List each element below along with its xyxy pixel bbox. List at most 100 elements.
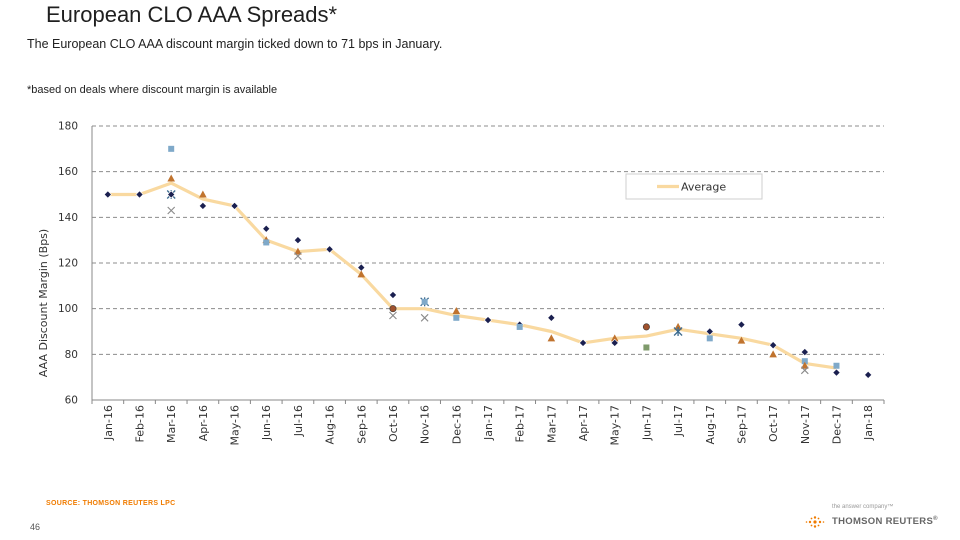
diamond-marker	[483, 316, 493, 325]
data-point-diamond	[832, 368, 841, 377]
x-tick-label: May-17	[609, 405, 622, 446]
data-point-triangle	[199, 190, 207, 198]
diamond-marker	[230, 201, 239, 210]
x-tick-label: Feb-16	[134, 405, 147, 442]
diamond-marker	[262, 224, 271, 233]
data-point-x	[389, 311, 397, 320]
logo-mark-icon	[805, 516, 825, 528]
triangle-marker	[167, 174, 175, 182]
average-line-layer	[107, 181, 837, 370]
data-point-triangle	[294, 247, 302, 255]
x-tick-label: Mar-16	[165, 405, 178, 443]
square-marker	[516, 323, 523, 330]
data-point-triangle	[801, 361, 809, 369]
square-marker	[168, 145, 175, 152]
y-tick-label: 120	[58, 258, 78, 270]
diamond-marker	[610, 338, 619, 347]
triangle-marker	[769, 350, 777, 358]
data-point-diamond	[135, 190, 144, 199]
circle-marker	[642, 323, 650, 331]
diamond-marker	[388, 290, 397, 299]
data-point-diamond	[579, 338, 588, 347]
triangle-marker	[610, 334, 619, 342]
x-tick-label: Apr-17	[577, 405, 590, 441]
x-tick-label: Jan-18	[862, 405, 875, 441]
x-tick-label: May-16	[229, 405, 242, 446]
axis-layer	[91, 126, 885, 404]
x-marker-stroke	[800, 366, 809, 375]
logo-name: THOMSON REUTERS®	[832, 516, 938, 527]
y-tick-label: 80	[65, 349, 78, 361]
source-note: SOURCE: THOMSON REUTERS LPC	[46, 500, 176, 507]
x-tick-label: Feb-17	[514, 405, 527, 442]
data-point-diamond	[769, 341, 778, 350]
deal-points-layer	[103, 145, 873, 379]
diamond-marker	[864, 370, 873, 379]
diamond-marker	[547, 313, 556, 322]
data-point-square	[706, 335, 713, 342]
square-marker	[263, 239, 270, 246]
x-tick-label: Jun-16	[260, 405, 273, 441]
square-marker	[833, 362, 840, 369]
triangle-marker	[199, 190, 207, 198]
footnote: *based on deals where discount margin is…	[27, 84, 278, 96]
diamond-marker	[832, 368, 841, 377]
x-tick-label: Sep-17	[735, 405, 748, 444]
grid-layer	[92, 125, 884, 355]
data-point-diamond	[483, 316, 493, 325]
diamond-marker	[705, 327, 714, 336]
x-tick-label: Apr-16	[197, 405, 210, 441]
data-point-square	[421, 298, 428, 305]
data-point-diamond	[547, 313, 556, 322]
data-point-square	[263, 239, 270, 246]
data-point-diamond	[198, 201, 207, 210]
data-point-square	[833, 362, 840, 369]
data-point-x	[420, 313, 429, 322]
data-point-diamond	[737, 320, 746, 329]
y-tick-label: 140	[58, 212, 78, 224]
diamond-marker	[769, 341, 778, 350]
y-tick-label: 100	[58, 303, 78, 315]
x-tick-label: Jan-16	[102, 405, 115, 441]
diamond-marker	[357, 263, 366, 272]
data-point-diamond	[230, 201, 239, 210]
data-point-x	[294, 252, 302, 261]
circle-marker	[389, 305, 397, 313]
x-tick-label: Dec-17	[830, 405, 843, 444]
diamond-marker	[198, 201, 207, 210]
x-tick-label: Oct-16	[387, 405, 400, 442]
x-marker-stroke	[420, 313, 429, 322]
data-point-circle	[389, 305, 397, 313]
thomson-reuters-logo: the answer company™ THOMSON REUTERS®	[800, 504, 950, 534]
clo-spread-chart: 60 80 100 120 140 160 180 Jan-16 Feb-16 Mar-16 Apr…	[37, 121, 885, 446]
data-point-diamond	[325, 245, 334, 254]
data-point-diamond	[167, 190, 176, 199]
square-marker	[706, 335, 713, 342]
diamond-marker	[167, 190, 176, 199]
data-point-diamond	[357, 263, 366, 272]
data-point-green	[643, 344, 650, 351]
triangle-marker	[452, 306, 461, 314]
page-title: European CLO AAA Spreads*	[46, 2, 338, 27]
data-point-diamond	[800, 348, 809, 357]
legend: Average	[625, 173, 763, 200]
diamond-marker	[103, 190, 112, 199]
x-tick-label: Nov-16	[419, 405, 432, 444]
data-point-triangle	[547, 334, 556, 342]
data-point-star	[673, 327, 683, 336]
x-marker-stroke	[167, 206, 176, 215]
data-point-triangle	[610, 334, 619, 342]
data-point-diamond	[103, 190, 112, 199]
data-point-diamond	[705, 327, 714, 336]
x-tick-label: Aug-16	[324, 405, 337, 444]
x-tick-label: Nov-17	[799, 405, 812, 444]
data-point-square	[168, 145, 175, 152]
y-tick-label: 160	[58, 166, 78, 178]
x-marker-stroke	[389, 311, 397, 320]
data-point-triangle	[357, 270, 366, 278]
triangle-marker	[674, 322, 682, 330]
data-point-circle	[642, 323, 650, 331]
data-point-triangle	[674, 322, 682, 330]
green-marker	[643, 344, 650, 351]
average-series-line	[107, 181, 837, 370]
